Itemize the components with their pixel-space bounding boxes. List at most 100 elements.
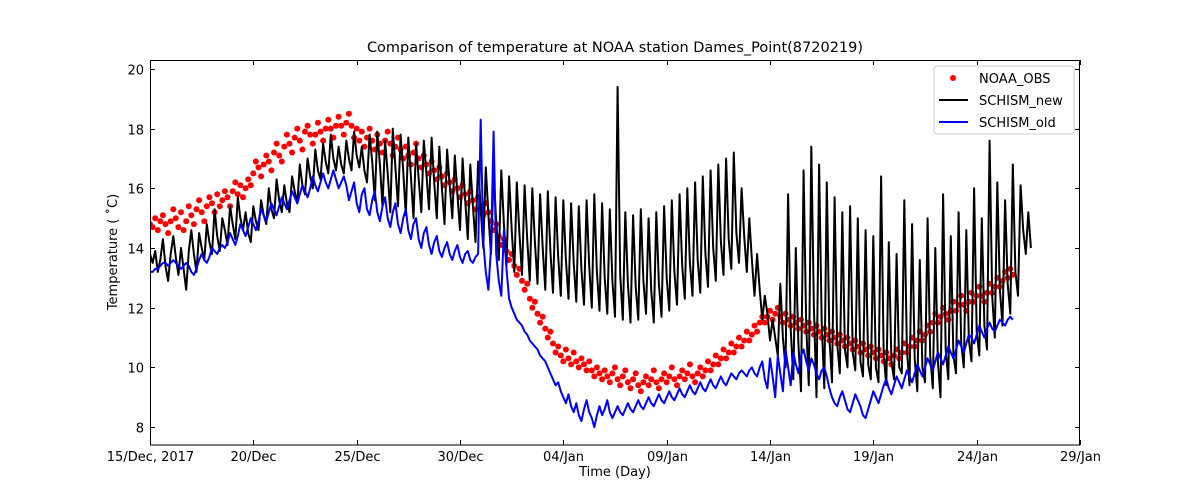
data-point (581, 361, 587, 368)
data-point (697, 364, 704, 371)
data-point (707, 367, 714, 374)
series-line (150, 118, 1014, 429)
data-point (570, 349, 577, 356)
data-point (190, 221, 197, 228)
data-point (679, 367, 686, 374)
data-point (599, 376, 606, 383)
data-point (534, 310, 541, 317)
data-point (193, 206, 200, 213)
data-point (281, 143, 288, 150)
data-point (583, 367, 590, 374)
data-point (544, 334, 551, 341)
series-layer (150, 85, 1032, 429)
data-point (575, 364, 582, 371)
data-point (606, 379, 613, 386)
data-point (286, 140, 293, 147)
legend-entry: SCHISM_new (939, 94, 1063, 109)
data-point (224, 194, 231, 201)
data-point (268, 167, 275, 174)
data-point (327, 125, 334, 132)
series-schism-old (150, 118, 1014, 429)
data-point (746, 337, 753, 344)
legend-entry: SCHISM_old (939, 116, 1056, 131)
legend-box (933, 65, 1075, 135)
data-point (754, 328, 761, 335)
data-point (736, 334, 742, 341)
data-point (296, 137, 303, 144)
data-point (219, 197, 226, 204)
data-point (343, 119, 350, 126)
data-point (283, 131, 290, 138)
data-point (730, 349, 737, 356)
data-point (666, 373, 673, 380)
data-point (591, 373, 598, 380)
data-point (596, 370, 603, 377)
data-point (609, 370, 616, 377)
data-point (358, 128, 365, 135)
y-tick-label: 14 (127, 243, 144, 258)
data-point (658, 376, 665, 383)
data-point (702, 367, 709, 374)
data-point (513, 271, 520, 278)
data-point (294, 125, 301, 132)
data-point (552, 349, 559, 356)
data-point (531, 298, 538, 305)
data-point (761, 319, 768, 326)
data-point (216, 203, 223, 210)
data-point (640, 379, 647, 386)
data-point (619, 373, 626, 380)
data-point (717, 355, 724, 362)
data-point (206, 194, 213, 201)
data-point (260, 161, 267, 168)
data-point (728, 340, 735, 347)
data-point (366, 125, 373, 132)
data-point (221, 188, 228, 195)
data-point (345, 110, 352, 117)
data-point (250, 170, 257, 177)
data-point (312, 131, 319, 138)
plot-frame (150, 60, 1080, 446)
data-point (188, 212, 195, 219)
data-point (655, 385, 662, 392)
data-point (637, 388, 644, 395)
data-point (335, 113, 342, 120)
chart-title: Comparison of temperature at NOAA statio… (367, 40, 863, 56)
data-point (170, 206, 177, 213)
data-point (614, 376, 621, 383)
data-point (237, 182, 244, 189)
data-point (648, 376, 655, 383)
y-axis-label: Temperature ( ˚C) (105, 194, 121, 311)
data-point (521, 286, 528, 293)
data-point (338, 122, 345, 129)
data-point (302, 128, 308, 135)
data-point (356, 137, 363, 144)
data-point (756, 319, 763, 326)
data-point (663, 379, 670, 386)
data-point (271, 149, 277, 156)
data-point (162, 221, 169, 228)
data-point (661, 370, 668, 377)
data-point (180, 227, 187, 234)
y-tick-label: 10 (127, 362, 144, 377)
data-point (733, 343, 740, 350)
data-point (309, 140, 316, 147)
y-tick-label: 16 (127, 183, 144, 198)
data-point (304, 122, 311, 129)
data-point (198, 209, 205, 216)
x-tick-label: 04/Jan (543, 450, 584, 465)
data-point (299, 146, 306, 153)
data-point (681, 376, 688, 383)
data-point (588, 367, 595, 374)
data-point (157, 218, 164, 225)
data-point (519, 277, 525, 284)
x-tick-label: 15/Dec, 2017 (107, 450, 194, 465)
x-axis: 15/Dec, 2017 20/Dec 25/Dec 30/Dec 04/Jan 09/J… (107, 60, 1101, 465)
data-point (668, 364, 675, 371)
data-point (565, 355, 572, 362)
data-point (547, 328, 554, 335)
data-point (645, 382, 652, 389)
data-point (705, 358, 711, 365)
data-point (185, 203, 192, 210)
data-point (738, 343, 745, 350)
